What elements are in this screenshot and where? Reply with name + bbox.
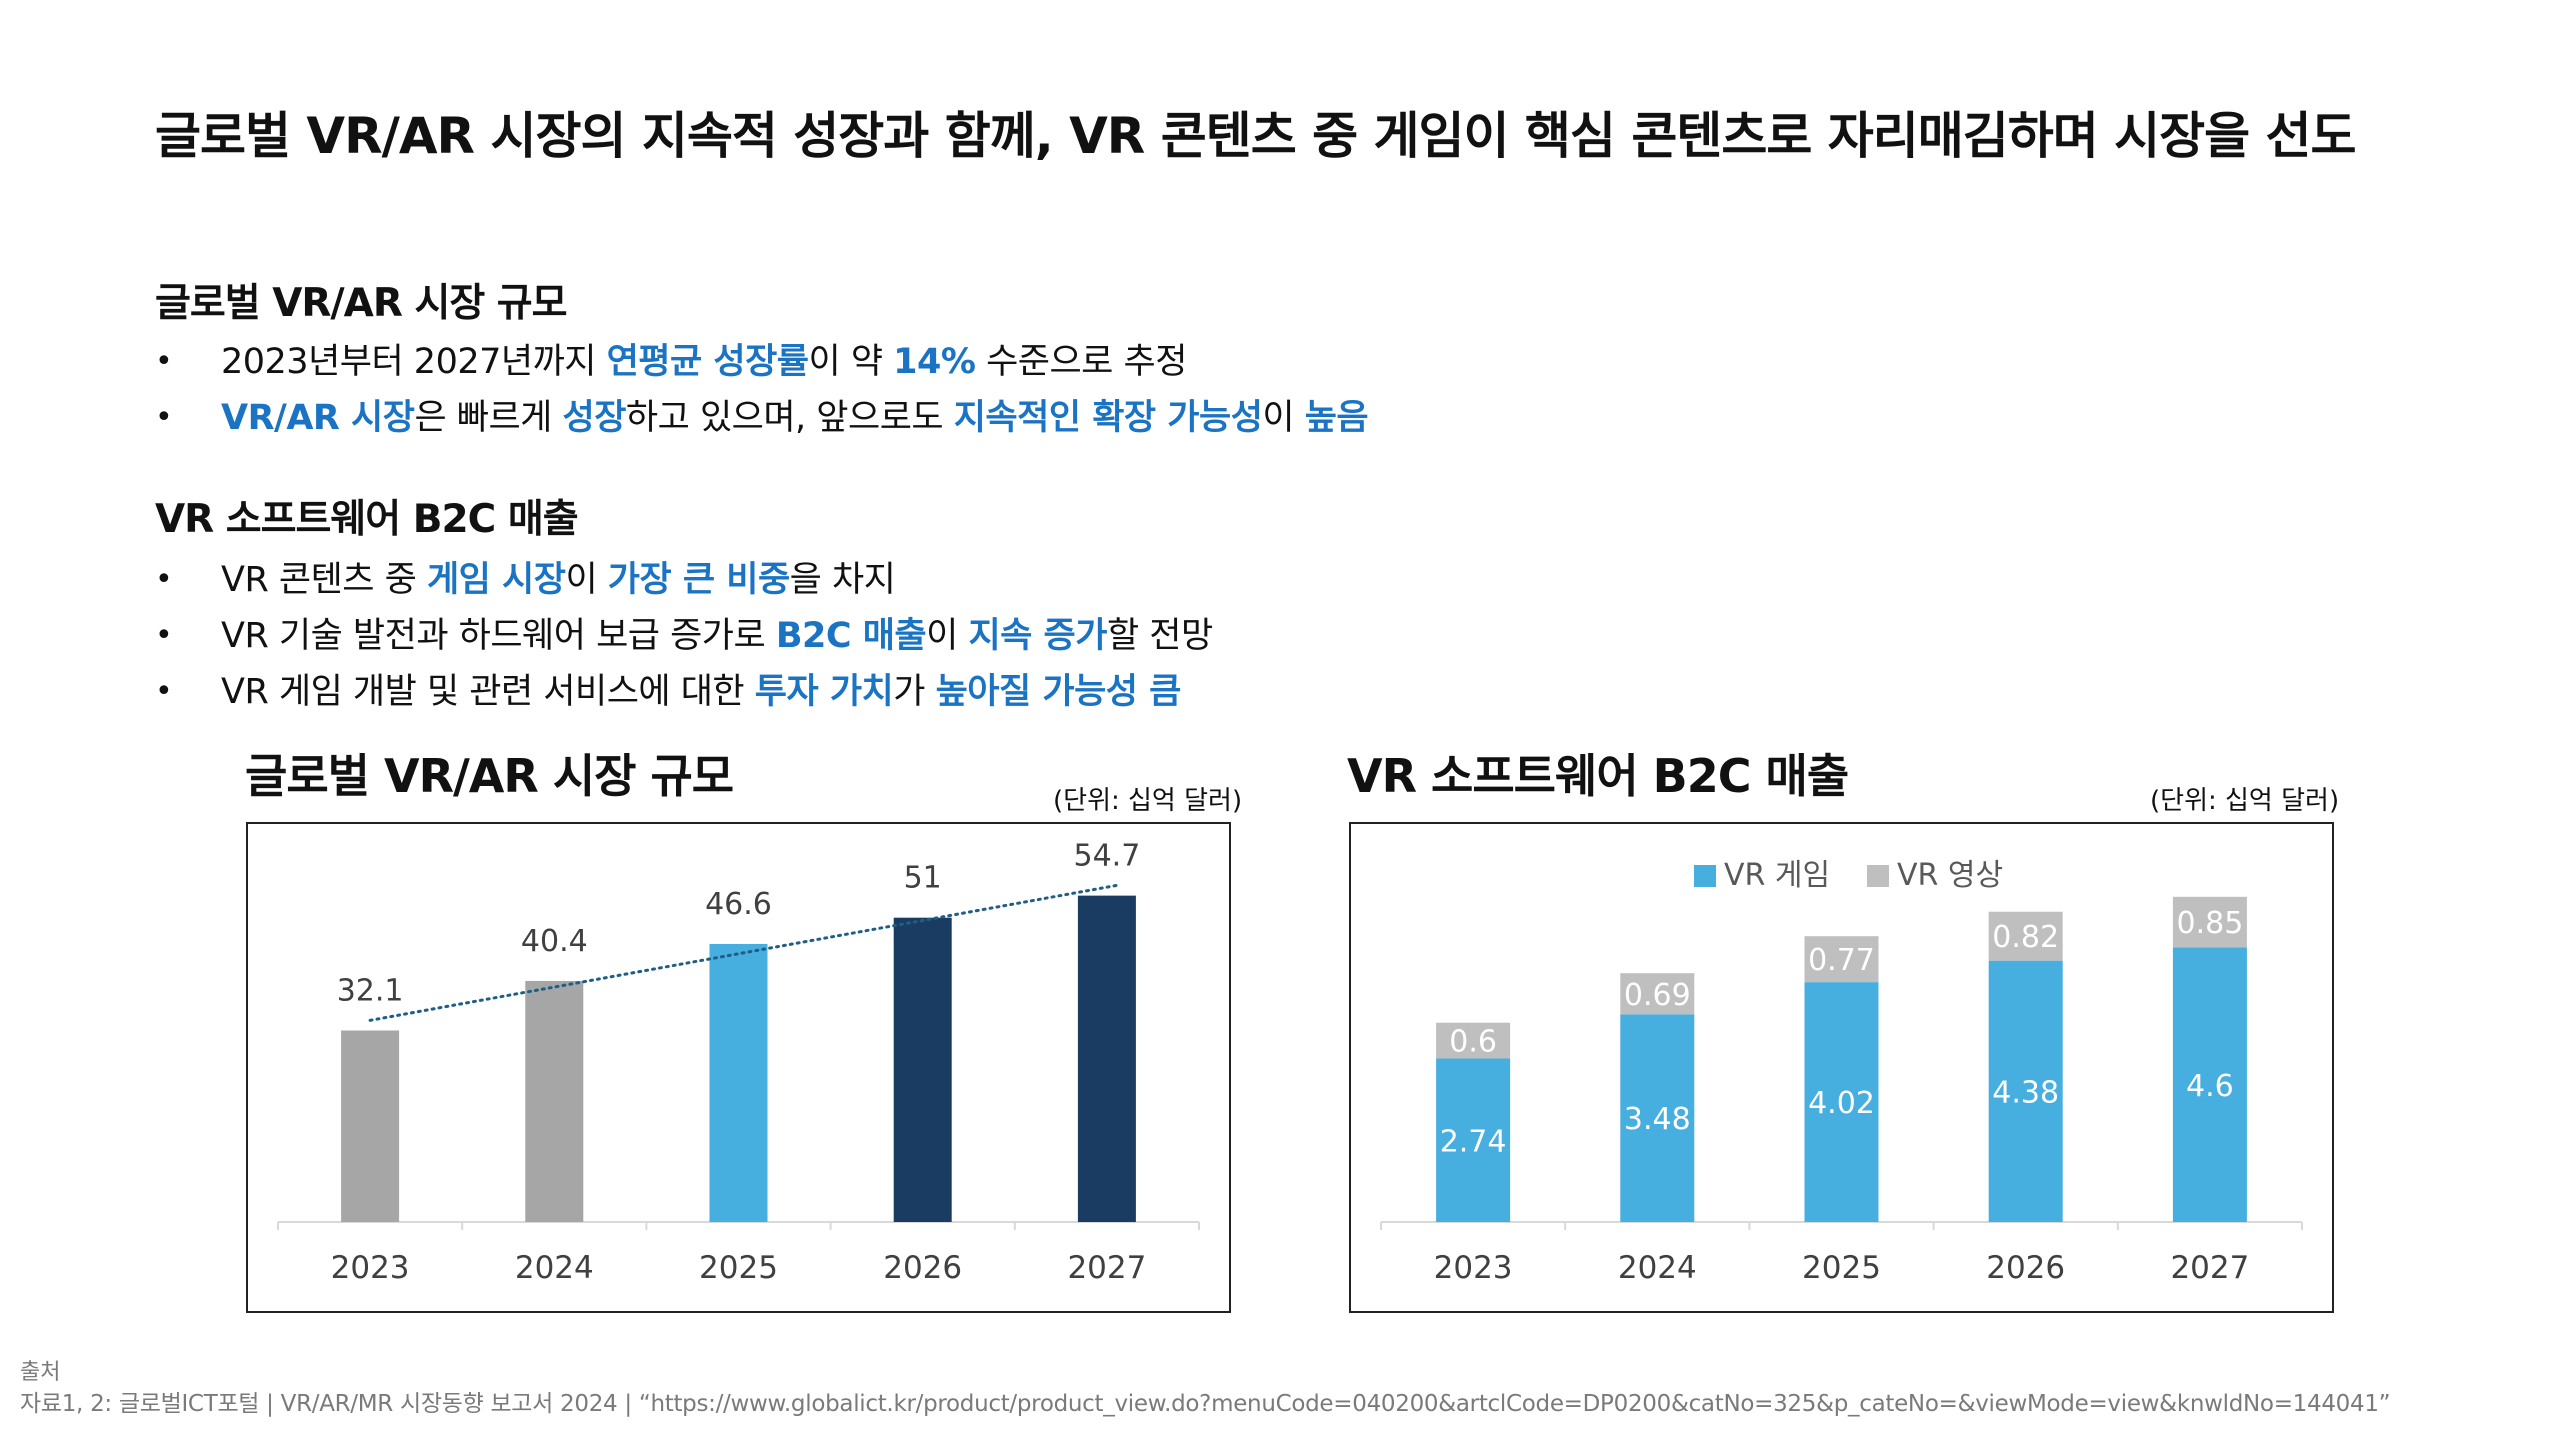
data-label-0-2026: 4.38 — [1992, 1075, 2059, 1110]
chart1-frame: 32.1 2023 40.4 2024 46.6 2025 51 2026 54.7 2027 — [246, 822, 1231, 1313]
x-tick-label-2025: 2025 — [699, 1250, 778, 1286]
data-label-0-2025: 4.02 — [1808, 1086, 1875, 1121]
highlight-text: 성장 — [562, 398, 627, 438]
bullet-text: 2023년부터 2027년까지 — [221, 342, 607, 382]
chart2-unit: (단위: 십억 달러) — [2150, 786, 2340, 816]
data-label-2026: 51 — [904, 861, 942, 896]
data-label-2024: 40.4 — [521, 924, 588, 959]
bullet-text: VR 콘텐츠 중 — [221, 560, 427, 600]
bar-segment-0-2023 — [1436, 1058, 1511, 1222]
bar-2023 — [341, 1030, 400, 1222]
bar-segment-0-2027 — [2172, 947, 2247, 1222]
legend-swatch-0 — [1694, 865, 1716, 887]
data-label-1-2024: 0.69 — [1624, 978, 1691, 1013]
data-label-0-2023: 2.74 — [1440, 1124, 1507, 1159]
data-label-0-2027: 4.6 — [2186, 1069, 2234, 1104]
bullet-item: • VR 게임 개발 및 관련 서비스에 대한 투자 가치가 높아질 가능성 큼 — [155, 664, 1213, 720]
bullet-dot: • — [155, 400, 173, 435]
bullet-item: • VR 기술 발전과 하드웨어 보급 증가로 B2C 매출이 지속 증가할 전망 — [155, 608, 1213, 664]
source-text: 자료1, 2: 글로벌ICT포털 | VR/AR/MR 시장동향 보고서 202… — [20, 1391, 2391, 1417]
chart2-title: VR 소프트웨어 B2C 매출 — [1347, 749, 1849, 803]
bullet-text: 이 — [1262, 398, 1305, 438]
highlight-text: B2C 매출 — [775, 616, 927, 656]
highlight-text: 연평균 성장률 — [606, 342, 809, 382]
section-b2c-title: VR 소프트웨어 B2C 매출 — [155, 497, 579, 542]
highlight-text: VR/AR 시장 — [221, 398, 415, 438]
bar-segment-0-2024 — [1620, 1014, 1695, 1222]
data-label-1-2026: 0.82 — [1992, 920, 2059, 955]
x-tick-label-2023: 2023 — [331, 1250, 410, 1286]
bullet-text: 가 — [893, 672, 936, 712]
legend-label-0: VR 게임 — [1724, 858, 1830, 893]
headline: 글로벌 VR/AR 시장의 지속적 성장과 함께, VR 콘텐츠 중 게임이 핵… — [155, 107, 2357, 165]
x-tick-label-2024: 2024 — [515, 1250, 594, 1286]
highlight-text: 투자 가치 — [754, 672, 894, 712]
bar-2025 — [709, 943, 768, 1222]
bullet-text: 수준으로 추정 — [975, 342, 1187, 382]
bullet-dot: • — [155, 344, 173, 379]
bullet-item: • VR/AR 시장은 빠르게 성장하고 있으며, 앞으로도 지속적인 확장 가능… — [155, 390, 1369, 446]
bullet-dot: • — [155, 562, 173, 597]
data-label-2023: 32.1 — [337, 973, 404, 1008]
trendline — [368, 883, 1119, 1022]
bar-2027 — [1077, 895, 1136, 1222]
bullet-text: VR 기술 발전과 하드웨어 보급 증가로 — [221, 616, 776, 656]
bar-segment-1-2027 — [2172, 896, 2247, 948]
chart1-title: 글로벌 VR/AR 시장 규모 — [245, 749, 734, 803]
data-label-1-2027: 0.85 — [2177, 906, 2244, 941]
bar-segment-1-2025 — [1804, 936, 1879, 983]
bullet-text: 이 — [926, 616, 969, 656]
bullet-text: VR 게임 개발 및 관련 서비스에 대한 — [221, 672, 755, 712]
x-tick-label-2023: 2023 — [1434, 1250, 1513, 1286]
bar-segment-0-2025 — [1804, 982, 1879, 1222]
bar-2024 — [525, 980, 584, 1222]
bullet-dot: • — [155, 618, 173, 653]
legend-swatch-1 — [1867, 865, 1889, 887]
bullet-text: 할 전망 — [1106, 616, 1213, 656]
bar-2026 — [893, 917, 952, 1222]
bar-segment-1-2024 — [1620, 973, 1695, 1015]
x-tick-label-2026: 2026 — [1986, 1250, 2065, 1286]
highlight-text: 가장 큰 비중 — [607, 560, 790, 600]
section-b2c-bullets: • VR 콘텐츠 중 게임 시장이 가장 큰 비중을 차지 • VR 기술 발전과 하… — [155, 552, 1213, 720]
x-tick-label-2025: 2025 — [1802, 1250, 1881, 1286]
bullet-dot: • — [155, 674, 173, 709]
chart2-frame: VR 게임 VR 영상 2.74 0.6 2023 3.48 0.69 2024 4.02 0.7… — [1349, 822, 2334, 1313]
highlight-text: 높음 — [1304, 398, 1369, 438]
bullet-item: • 2023년부터 2027년까지 연평균 성장률이 약 14% 수준으로 추정 — [155, 334, 1368, 390]
data-label-2025: 46.6 — [705, 887, 772, 922]
legend-label-1: VR 영상 — [1897, 858, 2003, 893]
bar-segment-0-2026 — [1988, 960, 2063, 1222]
bullet-text: 은 빠르게 — [414, 398, 563, 438]
highlight-text: 높아질 가능성 큼 — [935, 672, 1182, 712]
x-tick-label-2026: 2026 — [883, 1250, 962, 1286]
data-label-1-2023: 0.6 — [1449, 1025, 1497, 1060]
b2c-revenue-chart: VR 게임 VR 영상 2.74 0.6 2023 3.48 0.69 2024 4.02 0.7… — [1380, 858, 2303, 1286]
chart1-unit: (단위: 십억 달러) — [1053, 786, 1243, 816]
data-label-0-2024: 3.48 — [1624, 1102, 1691, 1137]
data-label-1-2025: 0.77 — [1808, 943, 1875, 978]
highlight-text: 지속 증가 — [968, 616, 1107, 656]
bar-segment-1-2026 — [1988, 911, 2063, 961]
data-label-2027: 54.7 — [1074, 839, 1141, 874]
section-market-size-title: 글로벌 VR/AR 시장 규모 — [155, 281, 568, 326]
market-size-chart: 32.1 2023 40.4 2024 46.6 2025 51 2026 54.7 2027 — [277, 839, 1200, 1286]
highlight-text: 지속적인 확장 가능성 — [953, 398, 1263, 438]
section-market-size-bullets: • 2023년부터 2027년까지 연평균 성장률이 약 14% 수준으로 추정 •… — [155, 334, 1369, 446]
bullet-text: 을 차지 — [789, 560, 896, 600]
bullet-text: 이 약 — [808, 342, 894, 382]
highlight-text: 게임 시장 — [426, 560, 566, 600]
source-label: 출처 — [20, 1360, 61, 1385]
bullet-text: 하고 있으며, 앞으로도 — [625, 398, 954, 438]
x-tick-label-2027: 2027 — [2170, 1250, 2249, 1286]
bar-segment-1-2023 — [1436, 1022, 1511, 1059]
bullet-item: • VR 콘텐츠 중 게임 시장이 가장 큰 비중을 차지 — [155, 552, 1213, 608]
highlight-text: 14% — [893, 342, 976, 382]
bullet-text: 이 — [565, 560, 608, 600]
x-tick-label-2027: 2027 — [1067, 1250, 1146, 1286]
x-tick-label-2024: 2024 — [1618, 1250, 1697, 1286]
